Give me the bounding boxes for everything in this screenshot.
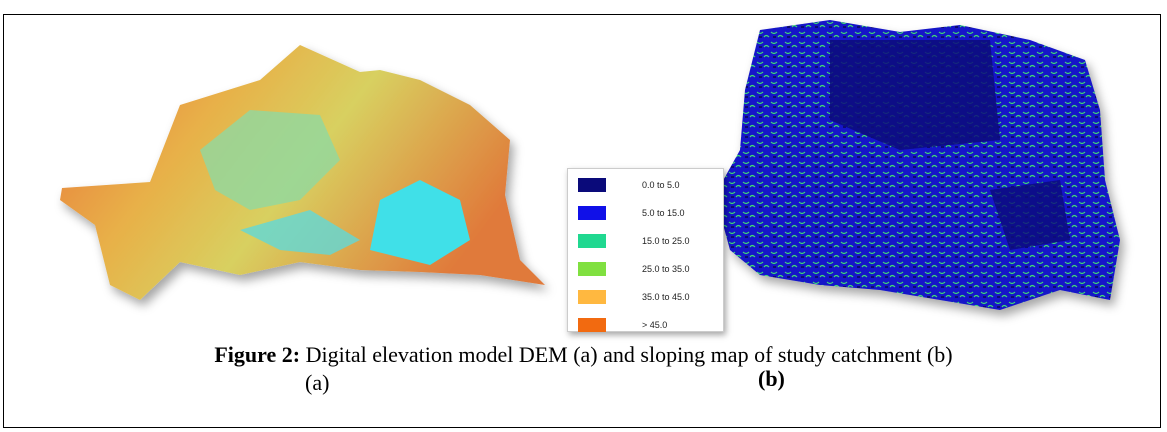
slope-legend: 0.0 to 5.0 5.0 to 15.0 15.0 to 25.0 25.0 to…	[567, 168, 724, 332]
legend-label: > 45.0	[642, 320, 667, 330]
legend-swatch	[578, 206, 606, 220]
legend-item: 5.0 to 15.0	[578, 205, 685, 221]
legend-item: 15.0 to 25.0	[578, 233, 690, 249]
figure-caption: Figure 2: Digital elevation model DEM (a…	[0, 342, 1167, 368]
legend-label: 0.0 to 5.0	[642, 180, 680, 190]
legend-swatch	[578, 262, 606, 276]
legend-item: 0.0 to 5.0	[578, 177, 680, 193]
legend-swatch	[578, 318, 606, 332]
panel-label: (b)	[758, 366, 785, 392]
figure-page: 0.0 to 5.0 5.0 to 15.0 15.0 to 25.0 25.0 to…	[0, 0, 1167, 432]
legend-label: 15.0 to 25.0	[642, 236, 690, 246]
legend-item: 25.0 to 35.0	[578, 261, 690, 277]
legend-label: 25.0 to 35.0	[642, 264, 690, 274]
caption-label: Figure 2:	[214, 342, 300, 367]
legend-item: > 45.0	[578, 317, 667, 333]
caption-text: Digital elevation model DEM (a) and slop…	[300, 342, 953, 367]
slope-map	[715, 20, 1120, 310]
panel-label: (a)	[305, 370, 329, 396]
dem-map	[60, 45, 545, 300]
legend-label: 5.0 to 15.0	[642, 208, 685, 218]
legend-swatch	[578, 234, 606, 248]
legend-label: 35.0 to 45.0	[642, 292, 690, 302]
legend-swatch	[578, 178, 606, 192]
legend-item: 35.0 to 45.0	[578, 289, 690, 305]
legend-swatch	[578, 290, 606, 304]
